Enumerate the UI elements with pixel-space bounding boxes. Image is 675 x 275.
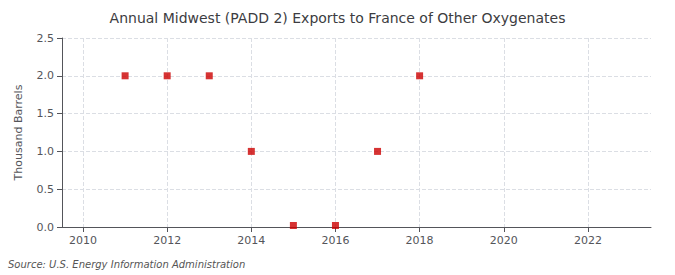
svg-text:2016: 2016 [321, 234, 349, 247]
svg-text:1.5: 1.5 [37, 107, 55, 120]
svg-text:2014: 2014 [237, 234, 265, 247]
svg-text:2.5: 2.5 [37, 32, 55, 45]
svg-text:1.0: 1.0 [37, 145, 55, 158]
svg-text:0.5: 0.5 [37, 183, 55, 196]
svg-text:Annual Midwest (PADD 2) Export: Annual Midwest (PADD 2) Exports to Franc… [110, 10, 566, 26]
svg-text:2010: 2010 [69, 234, 97, 247]
svg-text:2012: 2012 [153, 234, 181, 247]
svg-text:Thousand Barrels: Thousand Barrels [12, 84, 25, 181]
svg-text:2020: 2020 [490, 234, 518, 247]
svg-text:2018: 2018 [406, 234, 434, 247]
svg-text:Source: U.S. Energy Informatio: Source: U.S. Energy Information Administ… [8, 259, 245, 270]
svg-text:2.0: 2.0 [37, 69, 55, 82]
svg-text:2022: 2022 [574, 234, 602, 247]
svg-text:0.0: 0.0 [37, 221, 55, 234]
